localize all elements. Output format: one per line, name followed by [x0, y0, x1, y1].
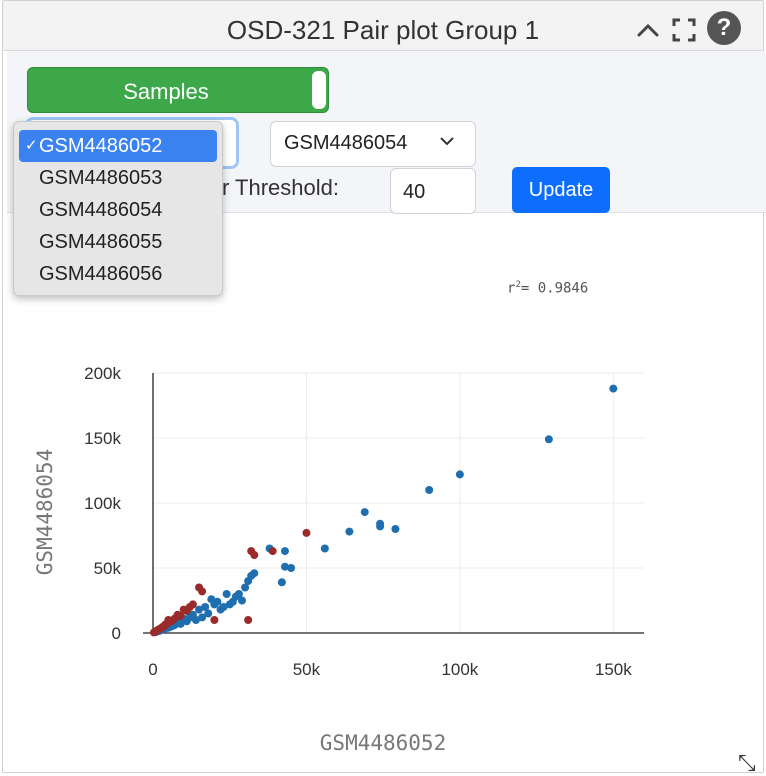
panel-titlebar: OSD-321 Pair plot Group 1 ?	[3, 1, 763, 51]
dropdown-option-label: GSM4486053	[39, 167, 163, 189]
chevron-down-icon	[439, 134, 455, 152]
r-squared-label: r2= 0.9846	[507, 280, 588, 297]
titlebar-icons: ?	[635, 11, 741, 45]
dropdown-option-label: GSM4486052	[39, 135, 163, 157]
plot-area	[3, 215, 766, 776]
sample-y-select[interactable]: GSM4486054	[270, 121, 476, 167]
chevron-up-icon[interactable]	[635, 17, 661, 43]
dropdown-option[interactable]: GSM4486056	[19, 258, 217, 290]
samples-toggle[interactable]: Samples	[27, 67, 329, 113]
fullscreen-icon[interactable]	[671, 17, 697, 43]
update-button[interactable]: Update	[512, 167, 610, 213]
resize-icon[interactable]: ⤡	[738, 750, 756, 775]
dropdown-option[interactable]: ✓ GSM4486052	[19, 130, 217, 162]
r2-superscript: 2	[515, 280, 521, 290]
sample-y-select-value: GSM4486054	[284, 132, 408, 154]
dropdown-option-label: GSM4486055	[39, 231, 163, 253]
dropdown-option[interactable]: GSM4486053	[19, 162, 217, 194]
threshold-input[interactable]: 40	[390, 168, 476, 214]
panel-title: OSD-321 Pair plot Group 1	[226, 15, 540, 45]
sample-x-dropdown[interactable]: ✓ GSM4486052 GSM4486053 GSM4486054 GSM44…	[13, 121, 223, 296]
toggle-knob[interactable]	[312, 71, 326, 109]
r2-prefix: r	[507, 280, 516, 297]
help-icon[interactable]: ?	[707, 11, 741, 45]
dropdown-option[interactable]: GSM4486054	[19, 194, 217, 226]
dropdown-option[interactable]: GSM4486055	[19, 226, 217, 258]
threshold-label: r Threshold:	[222, 175, 339, 200]
dropdown-option-label: GSM4486054	[39, 199, 163, 221]
dropdown-option-label: GSM4486056	[39, 263, 163, 285]
r2-value: = 0.9846	[520, 280, 589, 297]
samples-toggle-label: Samples	[123, 79, 209, 104]
check-icon: ✓	[25, 137, 38, 154]
